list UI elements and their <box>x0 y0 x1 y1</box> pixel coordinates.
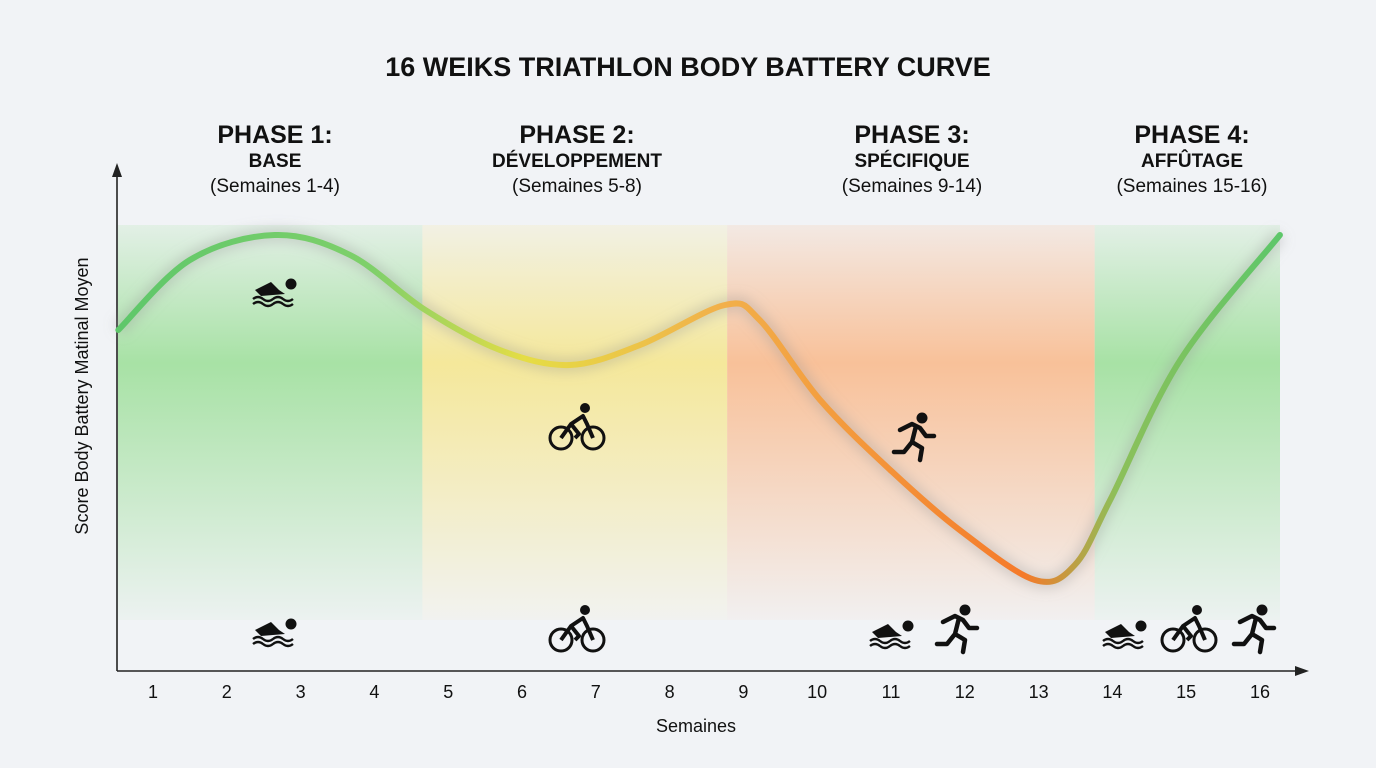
x-tick-labels: 1 2 3 4 5 6 7 8 9 10 11 12 13 14 15 16 <box>148 682 1270 702</box>
swim-icon <box>252 278 297 308</box>
bike-icon <box>548 605 606 653</box>
x-tick-label: 9 <box>738 682 748 702</box>
phase-labels: PHASE 1:BASE (Semaines 1-4) PHASE 2:DÉVELO… <box>210 121 1267 197</box>
phase-name: AFFÛTAGE <box>1141 150 1243 172</box>
x-tick-label: 4 <box>369 682 379 702</box>
x-axis-arrow <box>1295 666 1309 676</box>
swim-icon <box>1102 620 1147 650</box>
y-axis-label: Score Body Battery Matinal Moyen <box>72 257 92 534</box>
bike-icon <box>548 403 606 451</box>
x-tick-label: 14 <box>1102 682 1122 702</box>
x-tick-label: 5 <box>443 682 453 702</box>
phase-name: BASE <box>249 151 302 172</box>
x-tick-label: 12 <box>955 682 975 702</box>
chart-title: 16 WEIKS TRIATHLON BODY BATTERY CURVE <box>385 52 991 82</box>
x-tick-label: 10 <box>807 682 827 702</box>
x-tick-label: 8 <box>665 682 675 702</box>
phase-weeks: (Semaines 1-4) <box>210 176 340 197</box>
phase-title: PHASE 4: <box>1134 121 1249 149</box>
x-tick-label: 13 <box>1029 682 1049 702</box>
x-tick-label: 6 <box>517 682 527 702</box>
run-icon <box>1231 604 1277 655</box>
x-tick-label: 15 <box>1176 682 1196 702</box>
run-icon <box>891 412 937 463</box>
phase-weeks: (Semaines 5-8) <box>512 176 642 197</box>
swim-icon <box>252 618 297 648</box>
swim-icon <box>869 620 914 650</box>
x-tick-label: 1 <box>148 682 158 702</box>
x-tick-label: 16 <box>1250 682 1270 702</box>
phase-name: SPÉCIFIQUE <box>854 150 969 172</box>
x-tick-label: 11 <box>882 682 901 702</box>
x-tick-label: 3 <box>296 682 306 702</box>
phase-name: DÉVELOPPEMENT <box>492 150 662 172</box>
x-axis-label: Semaines <box>656 716 736 736</box>
phase-title: PHASE 2: <box>519 121 634 149</box>
phase-weeks: (Semaines 15-16) <box>1116 176 1267 197</box>
phase-band-4 <box>1094 225 1280 620</box>
phase-title: PHASE 3: <box>854 121 969 149</box>
bike-icon <box>1160 605 1218 653</box>
x-tick-label: 7 <box>591 682 601 702</box>
phase-title: PHASE 1: <box>217 121 332 149</box>
axes <box>112 163 1309 676</box>
y-axis-arrow <box>112 163 122 177</box>
series-line <box>115 231 1283 585</box>
sport-icons <box>252 278 1277 655</box>
phase-weeks: (Semaines 9-14) <box>842 176 982 197</box>
x-tick-label: 2 <box>222 682 232 702</box>
run-icon <box>934 604 980 655</box>
